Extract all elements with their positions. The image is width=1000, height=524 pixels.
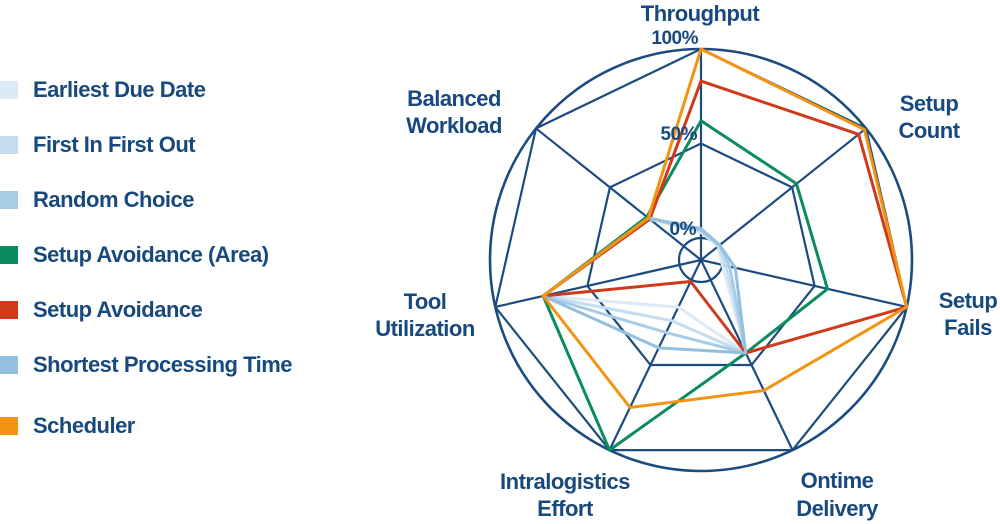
axis-spoke-intralogistics-effort xyxy=(608,259,702,451)
legend-item: Setup Avoidance xyxy=(0,296,203,324)
axis-spoke-tool-utilization xyxy=(495,258,702,309)
tick-label-50: 50% xyxy=(660,124,697,145)
axis-label-throughput: Throughput xyxy=(641,1,761,26)
tick-label-0: 0% xyxy=(670,219,697,240)
axis-label-intralogistics-effort-line1: Intralogistics xyxy=(500,469,630,494)
legend-label: Setup Avoidance (Area) xyxy=(33,242,269,267)
axis-label-balanced-workload-line1: Balanced xyxy=(407,86,501,111)
axis-label-ontime-delivery-line2: Delivery xyxy=(796,496,879,521)
series-line-scheduler xyxy=(541,47,909,409)
legend-swatch xyxy=(0,136,18,154)
legend-item: Scheduler xyxy=(0,412,135,440)
legend: Earliest Due Date First In First Out Ran… xyxy=(0,0,330,524)
tick-label-100: 100% xyxy=(651,28,698,49)
axis-label-balanced-workload-line2: Workload xyxy=(406,113,502,138)
legend-item: Setup Avoidance (Area) xyxy=(0,241,269,269)
legend-label: Earliest Due Date xyxy=(33,77,206,102)
legend-item: Earliest Due Date xyxy=(0,76,206,104)
legend-item: Random Choice xyxy=(0,186,194,214)
axis-label-setup-fails-line2: Fails xyxy=(944,315,992,340)
axis-spoke-ontime-delivery xyxy=(700,259,794,451)
legend-label: First In First Out xyxy=(33,132,196,157)
axis-label-setup-count-line2: Count xyxy=(898,118,960,143)
legend-label: Shortest Processing Time xyxy=(33,352,293,377)
axis-spoke-balanced-workload xyxy=(535,127,702,261)
legend-swatch xyxy=(0,301,18,319)
legend-swatch xyxy=(0,417,18,435)
legend-item: First In First Out xyxy=(0,131,196,159)
axis-label-tool-utilization-line1: Tool xyxy=(404,289,447,314)
axis-label-setup-count-line1: Setup xyxy=(900,91,959,116)
legend-item: Shortest Processing Time xyxy=(0,351,293,379)
legend-swatch xyxy=(0,356,18,374)
legend-label: Setup Avoidance xyxy=(33,297,203,322)
grid-50pct-polygon xyxy=(586,142,816,367)
series-line-setup-avoidance xyxy=(541,79,909,355)
legend-swatch xyxy=(0,246,18,264)
axis-spoke-setup-count xyxy=(700,127,867,261)
legend-label: Random Choice xyxy=(33,187,194,212)
axis-label-intralogistics-effort-line2: Effort xyxy=(537,496,594,521)
legend-swatch xyxy=(0,191,18,209)
legend-label: Scheduler xyxy=(33,413,135,438)
axis-label-setup-fails-line1: Setup xyxy=(939,288,998,313)
axis-label-tool-utilization-line2: Utilization xyxy=(375,316,475,341)
axis-label-ontime-delivery-line1: Ontime xyxy=(801,468,874,493)
legend-swatch xyxy=(0,81,18,99)
